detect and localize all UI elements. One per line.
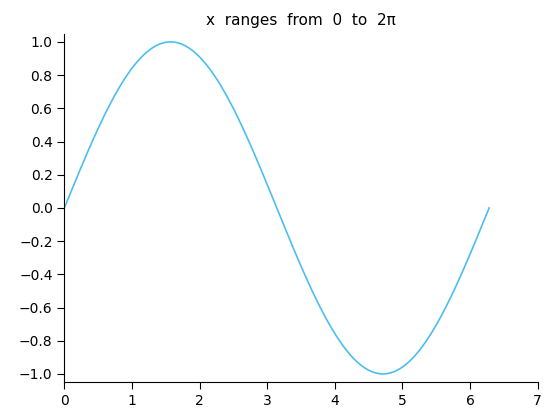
Title: x  ranges  from  0  to  2π: x ranges from 0 to 2π	[206, 13, 396, 28]
